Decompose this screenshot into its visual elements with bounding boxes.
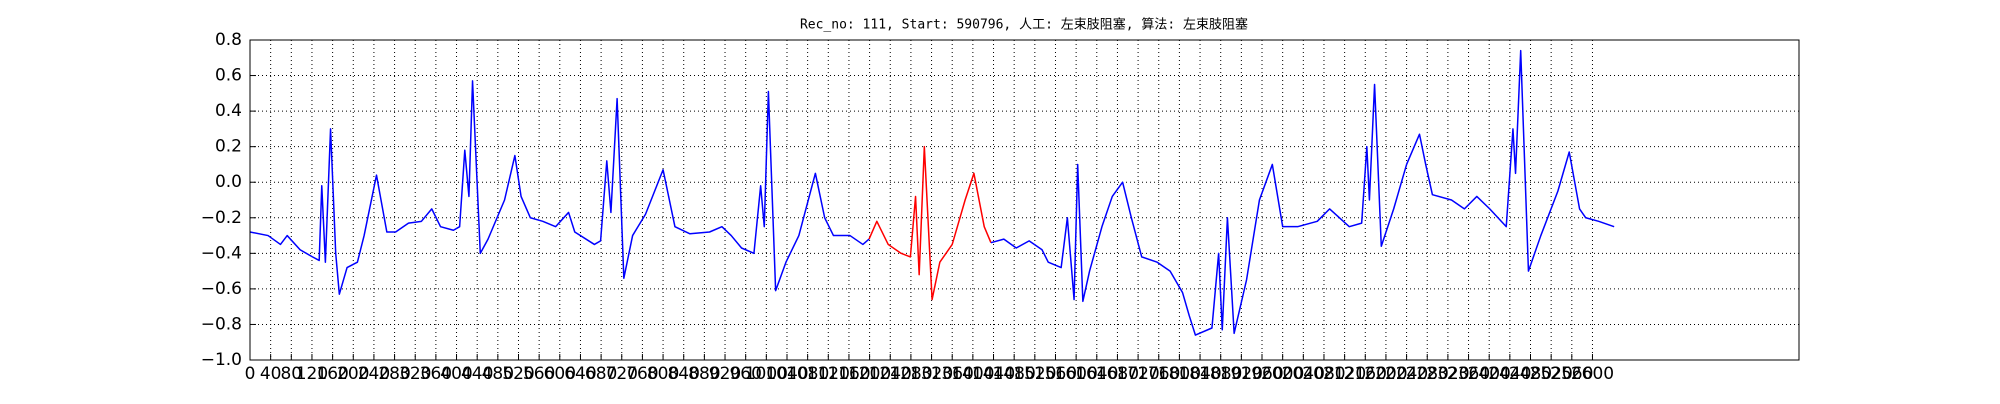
x-tick-label: 1400 — [951, 364, 994, 384]
x-tick-label: 520 — [502, 364, 534, 384]
y-tick-label: 0.2 — [215, 137, 242, 157]
x-tick-label: 800 — [647, 364, 679, 384]
x-tick-label: 1120 — [807, 364, 850, 384]
x-tick-label: 40 — [260, 364, 282, 384]
x-tick-label: 1360 — [931, 364, 974, 384]
x-tick-label: 840 — [667, 364, 699, 384]
ecg-line — [990, 49, 1615, 336]
x-tick-label: 1240 — [869, 364, 912, 384]
x-tick-label: 2440 — [1488, 364, 1531, 384]
chart-title: Rec_no: 111, Start: 590796, 人工: 左束肢阻塞, 算… — [800, 17, 1248, 33]
x-tick-label: 1000 — [745, 364, 788, 384]
x-tick-label: 2560 — [1550, 364, 1593, 384]
x-tick-label: 2200 — [1364, 364, 1407, 384]
x-tick-label: 1880 — [1199, 364, 1242, 384]
x-tick-label: 2480 — [1509, 364, 1552, 384]
x-tick-label: 1840 — [1178, 364, 1221, 384]
x-tick-label: 760 — [626, 364, 658, 384]
x-tick-label: 320 — [399, 364, 431, 384]
x-tick-label: 1480 — [993, 364, 1036, 384]
y-tick-label: −0.4 — [201, 243, 242, 263]
x-tick-label: 2600 — [1571, 364, 1614, 384]
x-tick-label: 2080 — [1302, 364, 1345, 384]
x-tick-label: 1640 — [1075, 364, 1118, 384]
x-tick-label: 2240 — [1385, 364, 1428, 384]
x-tick-label: 880 — [688, 364, 720, 384]
x-tick-label: 2000 — [1261, 364, 1304, 384]
x-tick-label: 1040 — [765, 364, 808, 384]
x-tick-label: 400 — [440, 364, 472, 384]
x-tick-label: 2040 — [1282, 364, 1325, 384]
x-tick-label: 1320 — [910, 364, 953, 384]
y-tick-label: −0.6 — [201, 279, 242, 299]
plot-frame — [249, 39, 1800, 361]
y-tick-label: 0.4 — [215, 101, 242, 121]
x-tick-label: 160 — [316, 364, 348, 384]
y-tick-label: 0.8 — [215, 30, 242, 50]
x-tick-label: 1920 — [1220, 364, 1263, 384]
x-tick-label: 2280 — [1406, 364, 1449, 384]
ecg-line — [868, 145, 992, 301]
x-tick-label: 1600 — [1055, 364, 1098, 384]
x-tick-label: 2360 — [1447, 364, 1490, 384]
x-tick-label: 680 — [585, 364, 617, 384]
y-tick-label: −0.2 — [201, 208, 242, 228]
y-tick-label: 0.6 — [215, 66, 242, 86]
x-tick-label: 920 — [709, 364, 741, 384]
x-tick-label: 560 — [523, 364, 555, 384]
x-tick-label: 1760 — [1137, 364, 1180, 384]
x-tick-label: 1800 — [1158, 364, 1201, 384]
ecg-line — [249, 80, 870, 295]
x-tick-label: 600 — [544, 364, 576, 384]
y-tick-label: 0.0 — [215, 172, 242, 192]
y-tick-label: −0.8 — [201, 314, 242, 334]
y-tick-label: −1.0 — [201, 350, 242, 370]
x-tick-label: 1720 — [1116, 364, 1159, 384]
x-tick-label: 1680 — [1096, 364, 1139, 384]
x-tick-label: 1200 — [848, 364, 891, 384]
x-tick-label: 960 — [729, 364, 761, 384]
x-tick-label: 720 — [606, 364, 638, 384]
x-tick-label: 2520 — [1530, 364, 1573, 384]
x-tick-label: 200 — [337, 364, 369, 384]
x-tick-label: 1280 — [889, 364, 932, 384]
x-tick-label: 640 — [564, 364, 596, 384]
x-tick-label: 80 — [280, 364, 302, 384]
x-tick-label: 2160 — [1344, 364, 1387, 384]
x-tick-label: 1440 — [972, 364, 1015, 384]
x-tick-label: 120 — [296, 364, 328, 384]
x-tick-label: 2320 — [1426, 364, 1469, 384]
x-tick-label: 240 — [358, 364, 390, 384]
x-tick-label: 1080 — [786, 364, 829, 384]
x-tick-label: 0 — [245, 364, 256, 384]
x-tick-label: 2400 — [1468, 364, 1511, 384]
x-tick-label: 2120 — [1323, 364, 1366, 384]
x-tick-label: 280 — [378, 364, 410, 384]
x-tick-label: 480 — [482, 364, 514, 384]
x-tick-label: 1960 — [1240, 364, 1283, 384]
x-tick-label: 1160 — [827, 364, 870, 384]
x-tick-label: 360 — [420, 364, 452, 384]
x-tick-label: 440 — [461, 364, 493, 384]
x-tick-label: 1520 — [1013, 364, 1056, 384]
x-tick-label: 1560 — [1034, 364, 1077, 384]
